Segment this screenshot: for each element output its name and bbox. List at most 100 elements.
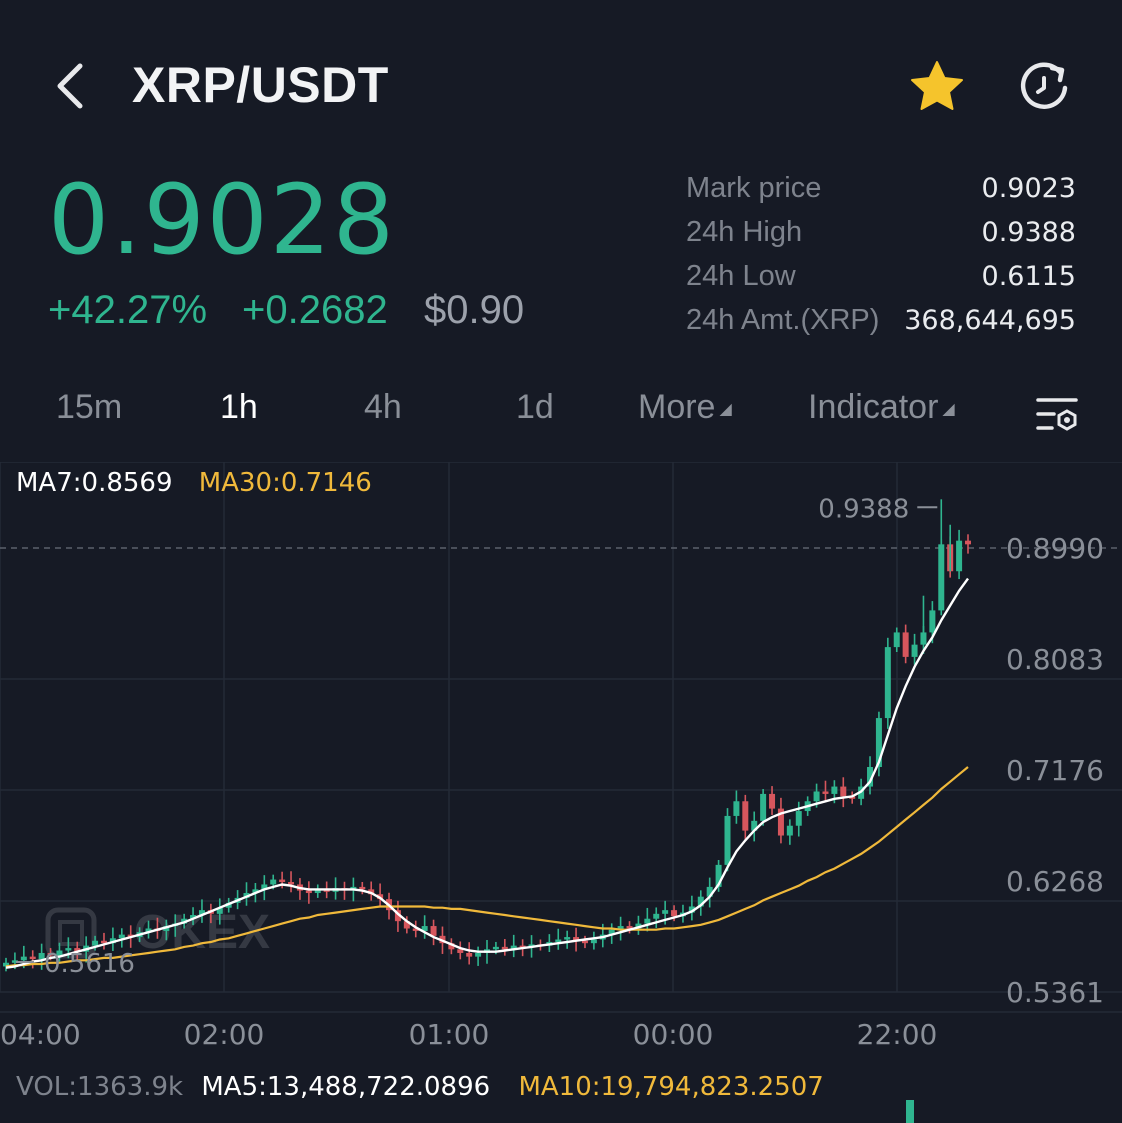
candle-body bbox=[564, 937, 571, 940]
ma30-line bbox=[5, 766, 969, 968]
ma7-value: MA7:0.8569 bbox=[16, 468, 173, 498]
triangle-up-icon: ◢ bbox=[719, 401, 732, 419]
chart-settings-icon[interactable] bbox=[1034, 392, 1080, 438]
candle-body bbox=[190, 915, 197, 919]
candle-body bbox=[831, 786, 838, 794]
stat-value: 0.6115 bbox=[981, 261, 1076, 292]
candle-body bbox=[769, 793, 776, 809]
candle-body bbox=[492, 946, 499, 950]
tab-more-label: More bbox=[638, 388, 716, 426]
candle-body bbox=[65, 948, 72, 951]
x-tick-label: 04:00 bbox=[0, 1018, 81, 1051]
candle-body bbox=[127, 934, 134, 938]
usd-price: $0.90 bbox=[424, 288, 525, 332]
candle-body bbox=[314, 889, 321, 894]
candle-body bbox=[109, 938, 116, 944]
candle-body bbox=[938, 544, 945, 611]
x-tick-label: 01:00 bbox=[409, 1018, 490, 1051]
tab-15m[interactable]: 15m bbox=[56, 388, 123, 426]
star-icon[interactable] bbox=[908, 58, 966, 114]
candle-body bbox=[20, 956, 27, 961]
stat-label: 24h Low bbox=[686, 260, 796, 292]
stat-label: Mark price bbox=[686, 172, 822, 204]
candle-body bbox=[430, 926, 437, 936]
candle-body bbox=[840, 786, 847, 797]
high-marker-label: 0.9388 bbox=[818, 494, 909, 524]
tab-indicator-label: Indicator bbox=[808, 388, 939, 426]
candle-body bbox=[421, 926, 428, 931]
candle-body bbox=[751, 820, 758, 831]
y-tick-label: 0.7176 bbox=[1006, 754, 1104, 787]
candle-body bbox=[555, 939, 562, 942]
candle-body bbox=[198, 910, 205, 916]
volume-bar bbox=[906, 1100, 914, 1123]
candle-body bbox=[884, 647, 891, 719]
refresh-icon[interactable] bbox=[1016, 58, 1072, 114]
candle-body bbox=[786, 825, 793, 836]
stat-value: 0.9388 bbox=[981, 217, 1076, 248]
candle-body bbox=[653, 913, 660, 919]
candle-body bbox=[270, 879, 277, 885]
chart-grid bbox=[0, 462, 1122, 1013]
candle-body bbox=[688, 906, 695, 913]
candle-body bbox=[519, 945, 526, 948]
y-tick-label: 0.8083 bbox=[1006, 643, 1104, 676]
candle-body bbox=[501, 946, 508, 950]
candle-body bbox=[573, 937, 580, 941]
candle-body bbox=[100, 940, 107, 944]
ma5-value: MA5:13,488,722.0896 bbox=[201, 1072, 491, 1102]
timeframe-tabs: 15m 1h 4h 1d More ◢ Indicator ◢ bbox=[0, 388, 1122, 444]
stat-24h-low: 24h Low 0.6115 bbox=[686, 258, 1076, 302]
stat-label: 24h Amt.(XRP) bbox=[686, 304, 880, 336]
candle-body bbox=[305, 890, 312, 894]
y-tick-label: 0.8990 bbox=[1006, 532, 1104, 565]
axis-labels: 0.8990 0.8083 0.7176 0.6268 0.5361 04:00 02:00… bbox=[0, 494, 1104, 1051]
candlestick-chart[interactable]: OKEX 0.89900.80830.71760.62680.536104:00… bbox=[0, 462, 1122, 1062]
stat-24h-amount: 24h Amt.(XRP) 368,644,695 bbox=[686, 302, 1076, 346]
market-stats: Mark price 0.9023 24h High 0.9388 24h Lo… bbox=[686, 170, 1076, 346]
stat-mark-price: Mark price 0.9023 bbox=[686, 170, 1076, 214]
candle-body bbox=[715, 864, 722, 887]
candle-body bbox=[145, 928, 152, 933]
candle-body bbox=[760, 793, 767, 821]
candle-body bbox=[724, 815, 731, 865]
low-marker-label: 0.5616 bbox=[44, 949, 135, 979]
candle-body bbox=[74, 948, 81, 952]
tab-indicator[interactable]: Indicator ◢ bbox=[808, 388, 955, 427]
candle-body bbox=[92, 940, 99, 946]
candle-body bbox=[581, 940, 588, 944]
candle-body bbox=[777, 808, 784, 836]
candle-body bbox=[920, 632, 927, 645]
stat-value: 0.9023 bbox=[981, 173, 1076, 204]
candle-body bbox=[457, 949, 464, 953]
candle-body bbox=[118, 934, 125, 939]
stat-24h-high: 24h High 0.9388 bbox=[686, 214, 1076, 258]
ma10-value: MA10:19,794,823.2507 bbox=[518, 1072, 824, 1102]
candle-body bbox=[902, 632, 909, 657]
x-tick-label: 22:00 bbox=[857, 1018, 938, 1051]
candle-body bbox=[733, 801, 740, 816]
candle-body bbox=[893, 632, 900, 648]
candle-body bbox=[706, 886, 713, 897]
stat-label: 24h High bbox=[686, 216, 803, 248]
tab-1h[interactable]: 1h bbox=[220, 388, 258, 426]
candle-body bbox=[697, 896, 704, 907]
chevron-left-icon[interactable] bbox=[52, 58, 92, 114]
candle-body bbox=[3, 962, 9, 967]
candle-body bbox=[822, 791, 829, 794]
candle-body bbox=[528, 944, 535, 947]
tab-4h[interactable]: 4h bbox=[364, 388, 402, 426]
tab-more[interactable]: More ◢ bbox=[638, 388, 732, 427]
candle-body bbox=[475, 952, 482, 957]
candle-body bbox=[11, 960, 18, 963]
candle-body bbox=[448, 943, 455, 950]
ma7-line bbox=[5, 577, 969, 969]
candle-body bbox=[671, 910, 678, 917]
candle-body bbox=[359, 886, 366, 890]
ma-legend: MA7:0.8569 MA30:0.7146 bbox=[16, 468, 372, 498]
candle-body bbox=[394, 910, 401, 922]
volume-value: VOL:1363.9k bbox=[16, 1072, 184, 1102]
tab-1d[interactable]: 1d bbox=[516, 388, 554, 426]
candle-body bbox=[662, 910, 669, 914]
candle-body bbox=[795, 811, 802, 826]
